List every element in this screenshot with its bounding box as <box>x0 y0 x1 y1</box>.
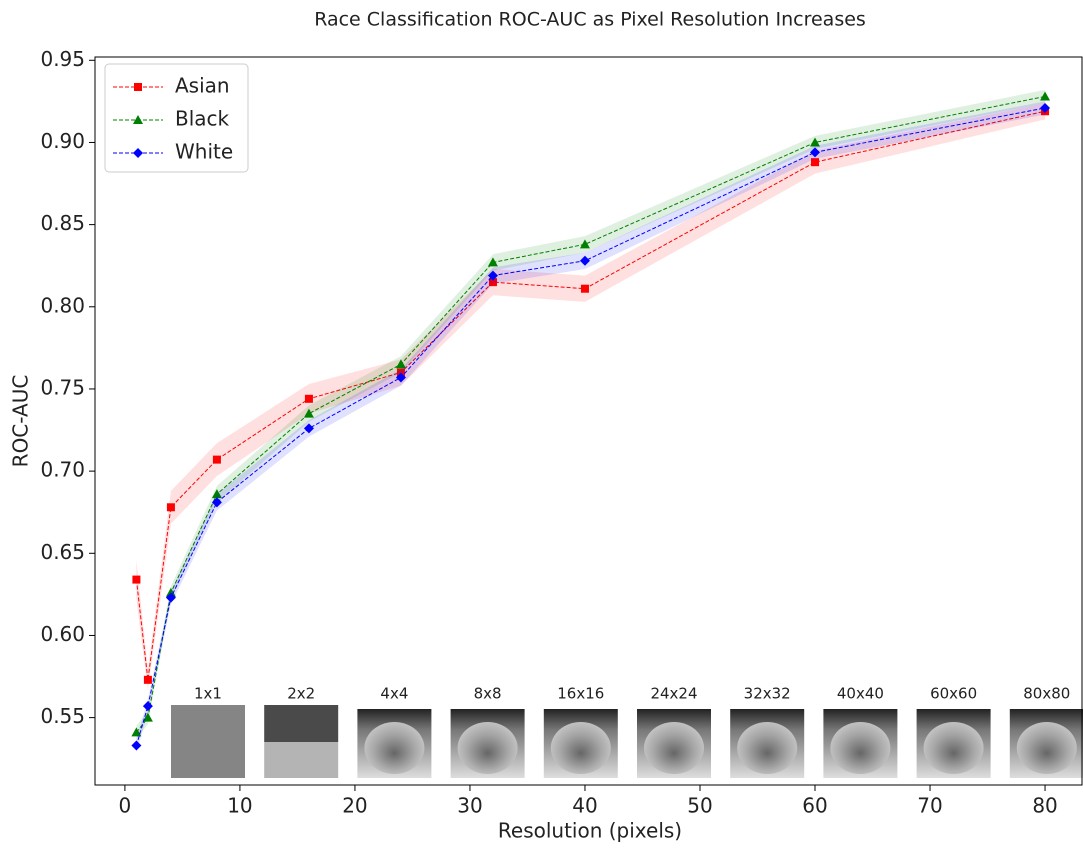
thumbnail: 24x24 <box>637 685 711 778</box>
marker <box>142 701 153 712</box>
marker <box>166 503 175 512</box>
marker <box>212 455 221 464</box>
y-tick-label: 0.70 <box>40 458 85 482</box>
thumbnail-label: 1x1 <box>194 685 222 703</box>
y-tick-label: 0.90 <box>40 129 85 153</box>
confidence-band <box>136 89 1046 739</box>
marker <box>487 270 498 281</box>
x-tick-label: 70 <box>917 794 942 818</box>
x-tick-label: 20 <box>342 794 367 818</box>
thumbnail: 8x8 <box>450 685 525 778</box>
thumbnail: 32x32 <box>730 685 805 778</box>
thumbnail-label: 32x32 <box>744 685 791 703</box>
marker <box>211 489 222 499</box>
plot-frame <box>94 56 1083 786</box>
thumbnail-image <box>550 722 611 774</box>
thumbnail-image <box>644 722 704 774</box>
x-axis-label: Resolution (pixels) <box>498 819 682 843</box>
thumbnail-image <box>264 742 339 778</box>
marker <box>303 408 314 418</box>
confidence-band <box>136 103 1046 690</box>
thumbnail-label: 16x16 <box>557 685 604 703</box>
thumbnail: 1x1 <box>171 685 245 778</box>
x-tick-label: 10 <box>227 794 252 818</box>
series-line <box>136 95 1046 733</box>
legend-marker <box>134 83 142 91</box>
marker <box>165 592 176 603</box>
thumbnail-label: 40x40 <box>837 685 884 703</box>
marker <box>579 255 590 266</box>
thumbnail: 80x80 <box>1009 685 1083 778</box>
thumbnail-image <box>1016 722 1077 774</box>
marker <box>810 137 821 147</box>
marker <box>142 712 153 722</box>
y-tick-label: 0.80 <box>40 293 85 317</box>
thumbnail-image <box>830 722 891 774</box>
thumbnail-label: 60x60 <box>930 685 977 703</box>
y-tick-label: 0.60 <box>40 622 85 646</box>
x-tick-label: 50 <box>687 794 712 818</box>
marker <box>579 239 590 249</box>
thumbnail: 60x60 <box>916 685 991 778</box>
marker <box>304 394 313 403</box>
y-axis-label: ROC-AUC <box>9 375 33 468</box>
thumbnail: 2x2 <box>264 685 339 778</box>
thumbnail-label: 8x8 <box>474 685 502 703</box>
y-tick-label: 0.55 <box>40 704 85 728</box>
thumbnail-label: 24x24 <box>650 685 697 703</box>
legend-marker <box>133 115 143 124</box>
marker <box>303 423 314 434</box>
marker <box>487 257 498 267</box>
thumbnail: 40x40 <box>823 685 898 778</box>
x-tick-label: 30 <box>457 794 482 818</box>
marker <box>810 147 821 158</box>
y-tick-label: 0.65 <box>40 540 85 564</box>
legend-label: White <box>175 140 233 164</box>
marker <box>211 497 222 508</box>
x-tick-label: 60 <box>802 794 827 818</box>
legend-label: Black <box>175 107 230 131</box>
marker <box>132 575 141 584</box>
y-tick-label: 0.85 <box>40 211 85 235</box>
thumbnail: 16x16 <box>543 685 618 778</box>
thumbnail-image <box>264 705 339 742</box>
marker <box>811 158 820 167</box>
series-line <box>135 107 1046 746</box>
legend: Asian Black White <box>104 63 249 173</box>
marker <box>395 372 406 383</box>
thumbnail: 4x4 <box>357 685 432 778</box>
x-tick-label: 0 <box>119 794 132 818</box>
marker <box>131 740 142 751</box>
marker <box>488 278 497 287</box>
y-tick-label: 0.95 <box>40 47 85 71</box>
thumbnail-label: 4x4 <box>380 685 408 703</box>
confidence-band <box>136 101 1046 753</box>
x-tick-label: 40 <box>572 794 597 818</box>
chart-title: Race Classification ROC-AUC as Pixel Res… <box>314 9 866 31</box>
marker <box>131 727 142 737</box>
thumbnail-image <box>923 722 984 774</box>
thumbnail-image <box>457 722 518 774</box>
thumbnail-label: 2x2 <box>287 685 315 703</box>
thumbnail-label: 80x80 <box>1023 685 1070 703</box>
legend-label: Asian <box>175 74 230 98</box>
marker <box>1040 91 1051 101</box>
thumbnail-image <box>171 705 245 778</box>
thumbnail-image <box>364 722 425 774</box>
marker <box>580 284 589 293</box>
marker <box>395 359 406 369</box>
thumbnail-image <box>737 722 798 774</box>
marker <box>165 587 176 597</box>
x-tick-label: 80 <box>1032 794 1057 818</box>
marker <box>143 675 152 684</box>
series-line <box>135 110 1046 680</box>
marker <box>1040 102 1051 113</box>
legend-marker <box>133 148 143 158</box>
y-tick-label: 0.75 <box>40 375 85 399</box>
